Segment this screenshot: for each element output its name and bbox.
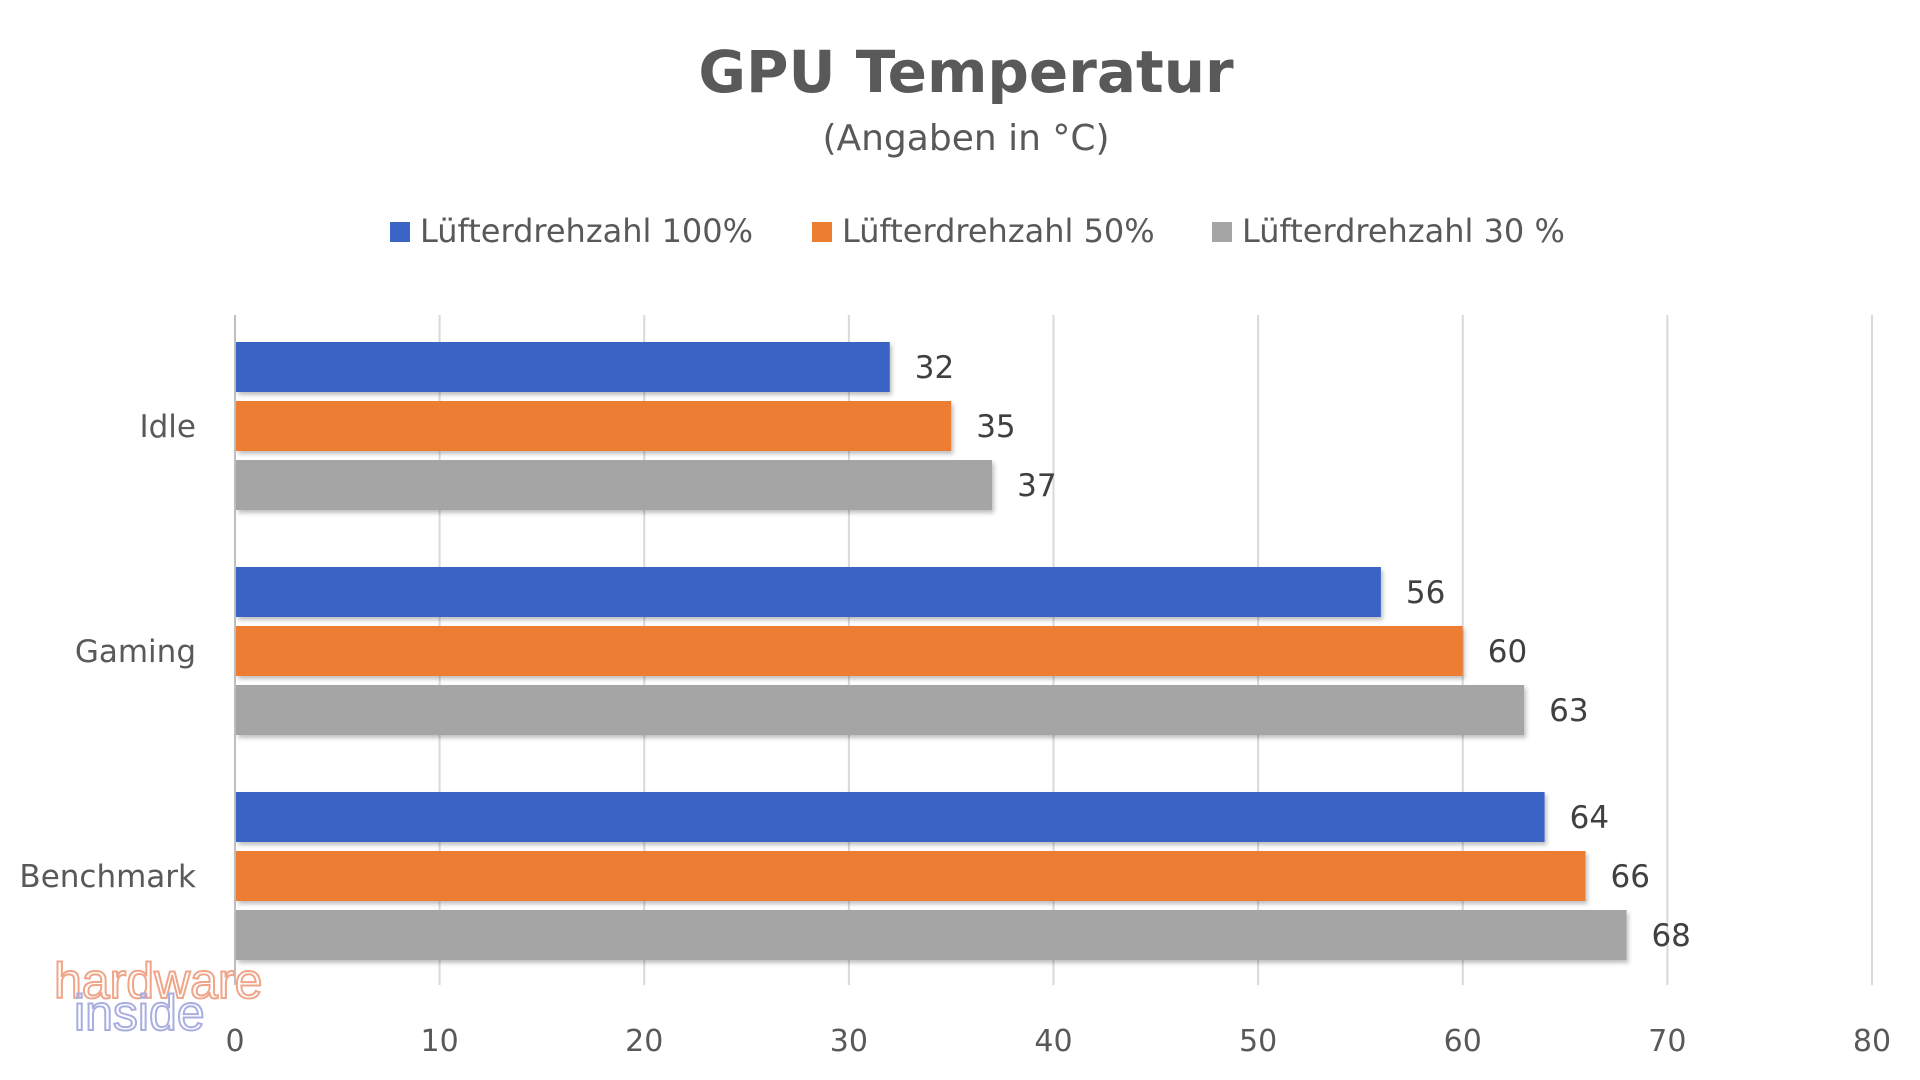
- legend-label-2: Lüfterdrehzahl 50%: [842, 212, 1155, 250]
- x-tick-label-10: 10: [421, 1024, 459, 1059]
- data-label-idle-series-3: 37: [1017, 468, 1056, 504]
- legend-label-1: Lüfterdrehzahl 100%: [420, 212, 753, 250]
- legend-swatch-1: [390, 222, 410, 242]
- data-label-gaming-series-2: 60: [1488, 634, 1527, 670]
- data-label-benchmark-series-1: 64: [1570, 800, 1609, 836]
- x-tick-label-30: 30: [830, 1024, 868, 1059]
- x-tick-label-50: 50: [1239, 1024, 1277, 1059]
- x-tick-label-70: 70: [1648, 1024, 1686, 1059]
- bar-idle-series-3: [236, 460, 993, 510]
- data-label-benchmark-series-3: 68: [1651, 918, 1690, 954]
- data-label-benchmark-series-2: 66: [1611, 859, 1650, 895]
- x-tick-label-40: 40: [1034, 1024, 1072, 1059]
- data-label-idle-series-1: 32: [915, 350, 954, 386]
- data-label-gaming-series-3: 63: [1549, 693, 1588, 729]
- chart-legend: Lüfterdrehzahl 100% Lüfterdrehzahl 50% Lüf…: [390, 212, 1565, 250]
- hardware-inside-watermark: hardware inside: [53, 952, 263, 1042]
- chart-y-axis: Idle Gaming Benchmark: [19, 409, 196, 895]
- bar-idle-series-1: [236, 342, 890, 392]
- bar-benchmark-series-1: [236, 792, 1545, 842]
- data-label-idle-series-2: 35: [976, 409, 1015, 445]
- x-tick-label-60: 60: [1444, 1024, 1482, 1059]
- chart-title: GPU Temperatur: [698, 38, 1234, 106]
- bar-gaming-series-3: [236, 685, 1525, 735]
- bar-gaming-series-1: [236, 567, 1381, 617]
- bar-benchmark-series-3: [236, 910, 1627, 960]
- chart-x-axis: 0 10 20 30 40 50 60 70 80: [225, 1024, 1891, 1059]
- watermark-line-1: hardware: [54, 953, 262, 1009]
- x-tick-label-80: 80: [1853, 1024, 1891, 1059]
- watermark-line-2: inside: [74, 985, 205, 1041]
- category-label-idle: Idle: [139, 409, 196, 445]
- category-label-benchmark: Benchmark: [19, 859, 196, 895]
- x-tick-label-20: 20: [625, 1024, 663, 1059]
- legend-swatch-2: [812, 222, 832, 242]
- chart-bars: [236, 342, 1627, 960]
- bar-gaming-series-2: [236, 626, 1463, 676]
- bar-benchmark-series-2: [236, 851, 1586, 901]
- x-tick-label-0: 0: [225, 1024, 244, 1059]
- legend-swatch-3: [1212, 222, 1232, 242]
- legend-label-3: Lüfterdrehzahl 30 %: [1242, 212, 1565, 250]
- chart-subtitle: (Angaben in °C): [822, 118, 1109, 159]
- data-label-gaming-series-1: 56: [1406, 575, 1445, 611]
- category-label-gaming: Gaming: [75, 634, 196, 670]
- bar-idle-series-2: [236, 401, 952, 451]
